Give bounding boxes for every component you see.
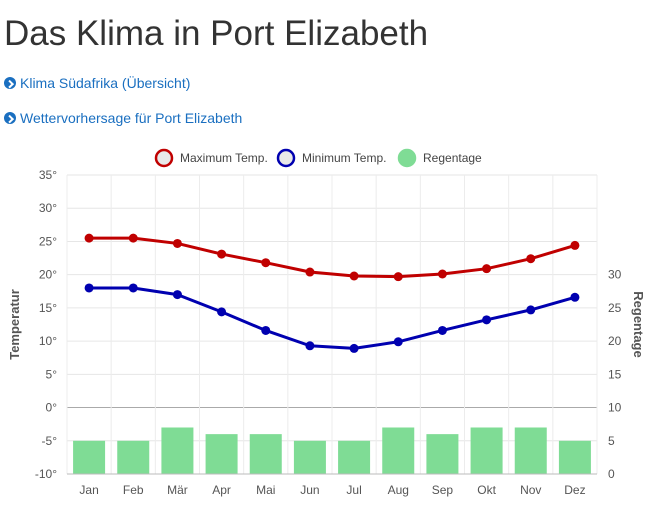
y-tick-label: 10° [39, 334, 57, 348]
legend-max-temp-label: Maximum Temp. [180, 151, 268, 165]
legend-rain-days-marker [397, 148, 417, 168]
y-tick-label: 35° [39, 168, 57, 182]
legend-max-temp-marker [154, 148, 174, 168]
max-temp-point [84, 233, 94, 243]
y-tick-label: 5° [46, 367, 58, 381]
min-temp-point [261, 325, 271, 335]
x-tick-label: Feb [123, 483, 144, 497]
rain-days-bar [73, 440, 106, 474]
y2-tick-label: 20 [608, 334, 622, 348]
x-tick-label: Jul [346, 483, 361, 497]
y2-tick-label: 10 [608, 401, 622, 415]
max-temp-point [570, 240, 580, 250]
max-temp-point [172, 238, 182, 248]
chart-axes: 35° 30° 25° 20° 15° 10° 5° 0° -5° -10° 30 25 20 15 10 5… [7, 168, 646, 497]
page-title: Das Klima in Port Elizabeth [4, 14, 429, 53]
legend-min-temp-label: Minimum Temp. [302, 151, 386, 165]
rain-days-bar [205, 434, 238, 474]
rain-days-bar [470, 427, 503, 474]
min-temp-point [128, 283, 138, 293]
chart-grid [66, 174, 598, 475]
max-temp-point [128, 233, 138, 243]
min-temp-line [89, 286, 576, 350]
climate-overview-link[interactable]: Klima Südafrika (Übersicht) [4, 75, 190, 91]
rain-days-bars [73, 427, 591, 474]
x-tick-label: Apr [212, 483, 231, 497]
rain-days-bar [338, 440, 371, 474]
weather-forecast-link-label: Wettervorhersage für Port Elizabeth [20, 110, 243, 126]
max-temp-point [437, 269, 447, 279]
x-tick-label: Okt [477, 483, 496, 497]
climate-overview-link-label: Klima Südafrika (Übersicht) [20, 75, 191, 91]
x-tick-label: Sep [432, 483, 454, 497]
y2-tick-label: 5 [608, 434, 615, 448]
max-temp-point [482, 264, 492, 274]
min-temp-point [349, 343, 359, 353]
max-temp-point [217, 249, 227, 259]
rain-days-bar [514, 427, 547, 474]
min-temp-point [172, 290, 182, 300]
max-temp-point [261, 258, 271, 268]
chart-legend: Maximum Temp. Minimum Temp. Regentage [154, 148, 482, 168]
min-temp-point [526, 305, 536, 315]
min-temp-point [305, 341, 315, 351]
x-tick-label: Aug [388, 483, 409, 497]
y2-axis-title: Regentage [631, 291, 646, 357]
max-temp-point [305, 267, 315, 277]
x-tick-label: Dez [564, 483, 585, 497]
y-tick-label: 25° [39, 234, 57, 248]
x-tick-label: Mai [256, 483, 275, 497]
rain-days-bar [293, 440, 326, 474]
max-temp-point [526, 254, 536, 264]
y2-tick-label: 0 [608, 467, 615, 481]
legend-rain-days-label: Regentage [423, 151, 482, 165]
y2-tick-label: 30 [608, 268, 622, 282]
min-temp-point [393, 337, 403, 347]
max-temp-point [349, 271, 359, 281]
rain-days-bar [558, 440, 591, 474]
min-temp-point [84, 283, 94, 293]
y-axis-title: Temperatur [7, 289, 22, 360]
y-tick-label: -5° [42, 434, 58, 448]
min-temp-point [570, 292, 580, 302]
y-tick-label: 20° [39, 268, 57, 282]
min-temp-point [217, 307, 227, 317]
rain-days-bar [249, 434, 282, 474]
chevron-circle-right-icon [4, 77, 16, 89]
x-tick-label: Jan [79, 483, 98, 497]
rain-days-bar [382, 427, 415, 474]
y2-tick-label: 25 [608, 301, 622, 315]
y-tick-label: 30° [39, 201, 57, 215]
x-tick-label: Mär [167, 483, 188, 497]
chevron-circle-right-icon [4, 112, 16, 124]
rain-days-bar [161, 427, 194, 474]
min-temp-point [482, 315, 492, 325]
max-temp-point [393, 272, 403, 282]
max-temp-line [89, 236, 576, 279]
rain-days-bar [426, 434, 459, 474]
y-tick-label: -10° [35, 467, 57, 481]
rain-days-bar [117, 440, 150, 474]
x-tick-label: Jun [300, 483, 319, 497]
y2-tick-label: 15 [608, 367, 622, 381]
weather-forecast-link[interactable]: Wettervorhersage für Port Elizabeth [4, 110, 242, 126]
y-tick-label: 0° [46, 401, 58, 415]
temperature-lines [84, 233, 580, 353]
legend-min-temp-marker [276, 148, 296, 168]
y-tick-label: 15° [39, 301, 57, 315]
x-tick-label: Nov [520, 483, 541, 497]
min-temp-point [437, 325, 447, 335]
climate-chart: 35° 30° 25° 20° 15° 10° 5° 0° -5° -10° 30 25 20 15 10 5… [7, 148, 646, 497]
